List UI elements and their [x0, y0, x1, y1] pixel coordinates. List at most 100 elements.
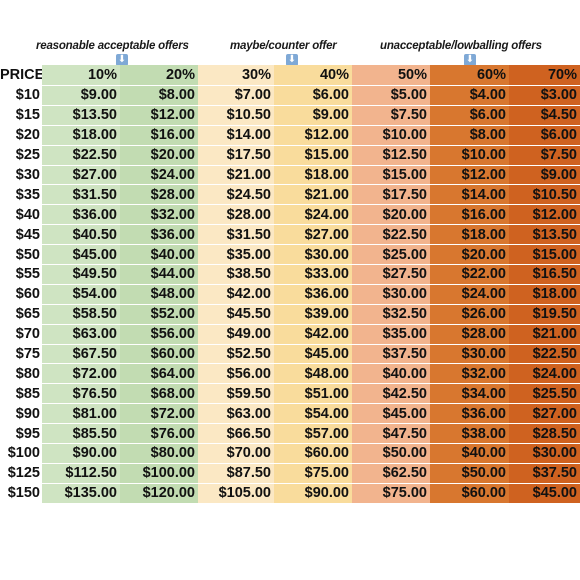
cell-30: $14.00 [198, 125, 274, 146]
cell-70: $9.00 [509, 165, 580, 186]
column-header-10: 10% [42, 65, 120, 86]
cell-40: $60.00 [274, 443, 352, 464]
column-header-price: PRICE [0, 65, 42, 86]
cell-40: $42.00 [274, 324, 352, 345]
table-row: $15 $13.50 $12.00 $10.50 $9.00 $7.50 $6.00 $4.5… [0, 105, 580, 126]
cell-price: $85 [0, 383, 42, 405]
table-row: $40 $36.00 $32.00 $28.00 $24.00 $20.00 $16.00 $… [0, 204, 580, 226]
cell-60: $60.00 [430, 483, 509, 504]
cell-price: $80 [0, 363, 42, 385]
cell-50: $30.00 [352, 284, 430, 305]
cell-10: $135.00 [42, 483, 120, 504]
cell-70: $45.00 [509, 483, 580, 504]
cell-60: $30.00 [430, 344, 509, 365]
cell-40: $75.00 [274, 463, 352, 484]
cell-10: $18.00 [42, 125, 120, 146]
cell-20: $48.00 [120, 284, 198, 305]
cell-10: $63.00 [42, 324, 120, 345]
cell-60: $16.00 [430, 204, 509, 226]
cell-10: $67.50 [42, 344, 120, 365]
cell-20: $80.00 [120, 443, 198, 464]
cell-10: $112.50 [42, 463, 120, 484]
cell-30: $7.00 [198, 85, 274, 106]
column-header-40: 40% [274, 65, 352, 86]
cell-price: $50 [0, 244, 42, 266]
cell-60: $34.00 [430, 383, 509, 405]
cell-10: $54.00 [42, 284, 120, 305]
cell-40: $30.00 [274, 244, 352, 266]
cell-70: $21.00 [509, 324, 580, 345]
cell-40: $15.00 [274, 145, 352, 166]
cell-30: $70.00 [198, 443, 274, 464]
cell-60: $40.00 [430, 443, 509, 464]
cell-50: $42.50 [352, 383, 430, 405]
cell-60: $38.00 [430, 423, 509, 445]
cell-60: $32.00 [430, 363, 509, 385]
cell-50: $47.50 [352, 423, 430, 445]
cell-70: $19.50 [509, 304, 580, 325]
cell-40: $24.00 [274, 204, 352, 226]
table-row: $30 $27.00 $24.00 $21.00 $18.00 $15.00 $12.00 $… [0, 165, 580, 186]
table-row: $70 $63.00 $56.00 $49.00 $42.00 $35.00 $28.00 $… [0, 324, 580, 345]
cell-price: $30 [0, 165, 42, 186]
cell-20: $12.00 [120, 105, 198, 126]
cell-50: $35.00 [352, 324, 430, 345]
cell-price: $40 [0, 204, 42, 226]
cell-20: $44.00 [120, 264, 198, 285]
table-row: $95 $85.50 $76.00 $66.50 $57.00 $47.50 $38.00 $… [0, 423, 580, 445]
cell-20: $24.00 [120, 165, 198, 186]
cell-10: $31.50 [42, 184, 120, 206]
cell-price: $125 [0, 463, 42, 484]
cell-70: $7.50 [509, 145, 580, 166]
offer-price-table: PRICE 10% 20% 30% 40% 50% 60% 70% $10 $9.… [0, 65, 580, 504]
table-row: $75 $67.50 $60.00 $52.50 $45.00 $37.50 $30.00 $… [0, 344, 580, 365]
cell-40: $27.00 [274, 224, 352, 246]
cell-30: $21.00 [198, 165, 274, 186]
cell-price: $60 [0, 284, 42, 305]
table-row: $10 $9.00 $8.00 $7.00 $6.00 $5.00 $4.00 $3.00 [0, 85, 580, 106]
cell-price: $90 [0, 403, 42, 425]
cell-70: $10.50 [509, 184, 580, 206]
cell-60: $14.00 [430, 184, 509, 206]
cell-50: $75.00 [352, 483, 430, 504]
cell-70: $22.50 [509, 344, 580, 365]
cell-10: $9.00 [42, 85, 120, 106]
cell-60: $8.00 [430, 125, 509, 146]
cell-price: $100 [0, 443, 42, 464]
cell-70: $16.50 [509, 264, 580, 285]
cell-price: $20 [0, 125, 42, 146]
table-row: $85 $76.50 $68.00 $59.50 $51.00 $42.50 $34.00 $… [0, 383, 580, 405]
cell-20: $20.00 [120, 145, 198, 166]
cell-50: $32.50 [352, 304, 430, 325]
cell-40: $33.00 [274, 264, 352, 285]
cell-40: $48.00 [274, 363, 352, 385]
cell-40: $51.00 [274, 383, 352, 405]
cell-price: $150 [0, 483, 42, 504]
cell-50: $37.50 [352, 344, 430, 365]
cell-50: $7.50 [352, 105, 430, 126]
cell-50: $40.00 [352, 363, 430, 385]
category-acceptable-label: reasonable acceptable offers [36, 40, 189, 52]
cell-50: $20.00 [352, 204, 430, 226]
cell-20: $32.00 [120, 204, 198, 226]
table-row: $80 $72.00 $64.00 $56.00 $48.00 $40.00 $32.00 $… [0, 363, 580, 385]
cell-30: $49.00 [198, 324, 274, 345]
cell-10: $58.50 [42, 304, 120, 325]
category-maybe-label: maybe/counter offer [230, 40, 337, 52]
cell-30: $66.50 [198, 423, 274, 445]
column-header-70: 70% [509, 65, 580, 86]
cell-50: $5.00 [352, 85, 430, 106]
cell-50: $45.00 [352, 403, 430, 425]
cell-20: $16.00 [120, 125, 198, 146]
table-row: $25 $22.50 $20.00 $17.50 $15.00 $12.50 $10.00 $… [0, 145, 580, 166]
cell-price: $15 [0, 105, 42, 126]
cell-40: $6.00 [274, 85, 352, 106]
cell-10: $40.50 [42, 224, 120, 246]
table-row: $100 $90.00 $80.00 $70.00 $60.00 $50.00 $40.00… [0, 443, 580, 464]
cell-30: $45.50 [198, 304, 274, 325]
cell-60: $20.00 [430, 244, 509, 266]
cell-10: $45.00 [42, 244, 120, 266]
column-header-30: 30% [198, 65, 274, 86]
cell-20: $72.00 [120, 403, 198, 425]
cell-30: $10.50 [198, 105, 274, 126]
